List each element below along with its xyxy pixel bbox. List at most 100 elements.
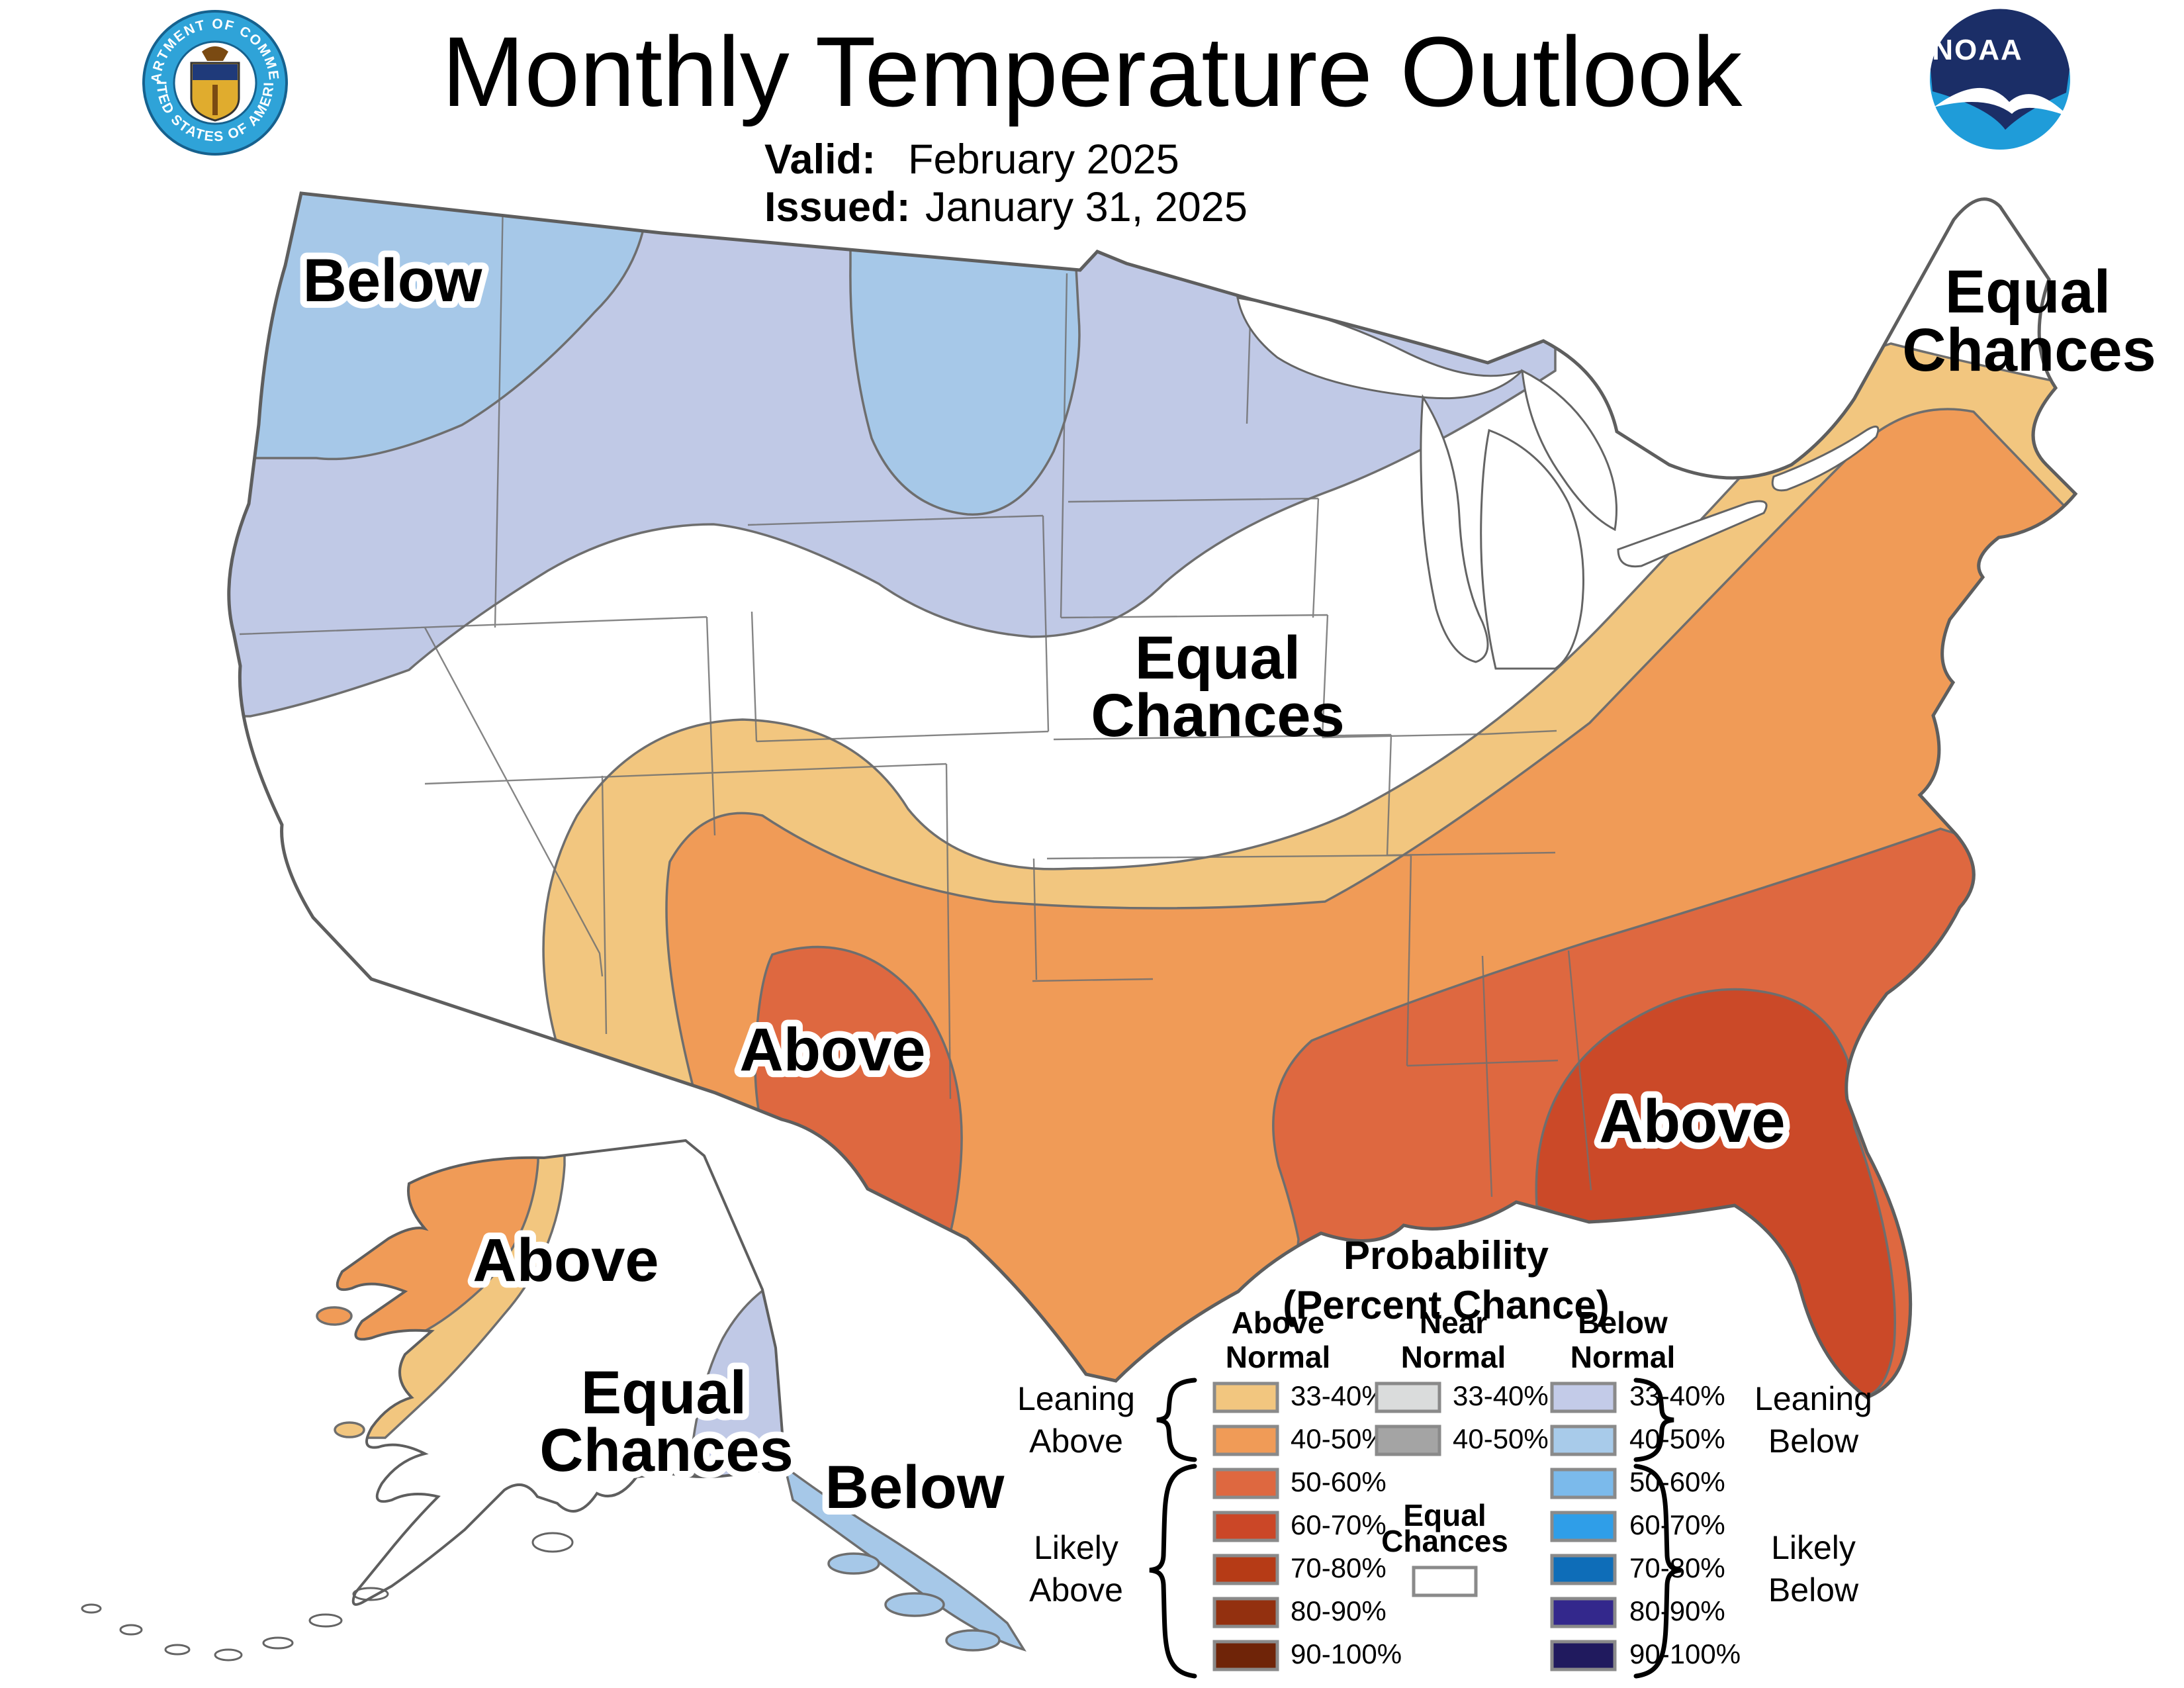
label-central-equal-line1: Equal (1135, 624, 1300, 692)
legend-likely-above-line2: Above (1029, 1571, 1123, 1609)
likely-below-brace (1633, 1464, 1682, 1679)
legend-above-swatch-33-40 (1212, 1382, 1279, 1413)
legend-title-line1: Probability (1343, 1233, 1549, 1278)
legend-equal-chances-swatch (1412, 1566, 1478, 1597)
legend-below-swatch-50-60 (1550, 1468, 1617, 1499)
aleutian-island-4 (214, 1648, 243, 1662)
noaa-seagull-icon (1934, 87, 2069, 117)
label-central-equal-line2: Chances (1091, 682, 1345, 749)
legend-near-swatch-33-40 (1375, 1382, 1441, 1413)
valid-value: February 2025 (908, 136, 1179, 183)
lake-superior (1236, 297, 1524, 400)
commerce-seal-eagle-icon (202, 46, 228, 61)
legend-below-swatch-90-100 (1550, 1640, 1617, 1671)
legend-below-swatch-60-70 (1550, 1511, 1617, 1542)
legend-likely-below-line1: Likely (1771, 1529, 1856, 1566)
commerce-seal-ship-band (193, 64, 238, 80)
legend-leaning-above-line1: Leaning (1017, 1380, 1135, 1417)
label-northeast-equal-line1: Equal (1945, 258, 2111, 326)
legend-above-range-50-60: 50-60% (1291, 1466, 1387, 1497)
lake-michigan (1420, 394, 1489, 663)
legend-above-range-60-70: 60-70% (1291, 1509, 1387, 1540)
legend-below-swatch-33-40 (1550, 1382, 1617, 1413)
alaska-inset (81, 1139, 1026, 1662)
legend-leaning-above-line2: Above (1029, 1423, 1123, 1460)
legend-above-swatch-40-50 (1212, 1425, 1279, 1456)
legend-above-swatch-70-80 (1212, 1554, 1279, 1585)
st-lawrence-island (316, 1306, 353, 1326)
leaning-above-brace (1156, 1378, 1197, 1462)
label-alaska-equal-line2: Chances (539, 1417, 794, 1484)
aleutian-island-5 (164, 1644, 191, 1656)
ak-panhandle-island-2 (884, 1592, 945, 1617)
label-alaska-above: Above (473, 1227, 659, 1294)
legend-above-range-33-40: 33-40% (1291, 1380, 1387, 1411)
legend-below-header-line2: Normal (1570, 1340, 1675, 1374)
legend-leaning-below-line2: Below (1768, 1423, 1859, 1460)
label-northeast-equal-line2: Chances (1902, 316, 2156, 384)
legend-above-range-70-80: 70-80% (1291, 1552, 1387, 1583)
legend-above-swatch-60-70 (1212, 1511, 1279, 1542)
commerce-seal-logo: DEPARTMENT OF COMMERCE UNITED STATES OF … (0, 0, 288, 156)
commerce-seal-lighthouse (212, 85, 218, 115)
aleutian-island-6 (119, 1624, 143, 1636)
ak-panhandle-island-3 (945, 1629, 1001, 1652)
noaa-logo: NOAA (1930, 9, 2070, 150)
leaning-below-brace (1633, 1378, 1674, 1462)
ak-panhandle-island-1 (827, 1552, 880, 1575)
likely-above-brace (1149, 1464, 1197, 1679)
legend-above-header-line2: Normal (1226, 1340, 1330, 1374)
lower-michigan-outline (1480, 428, 1584, 670)
legend-below-swatch-40-50 (1550, 1425, 1617, 1456)
legend-likely-below-line2: Below (1768, 1571, 1859, 1609)
map-labels: Below Equal Chances Equal Chances Above … (296, 240, 2156, 1528)
noaa-logo-text: NOAA (1932, 34, 2023, 66)
aleutian-island-2 (308, 1613, 343, 1628)
lake-huron (1521, 369, 1617, 532)
legend-above-range-80-90: 80-90% (1291, 1595, 1387, 1626)
legend-above-swatch-50-60 (1212, 1468, 1279, 1499)
legend-equal-chances-line2: Chances (1381, 1524, 1508, 1558)
state-borders (239, 198, 1592, 1197)
legend-below-header-line1: Below (1578, 1305, 1668, 1340)
legend: Probability (Percent Chance) Above Norma… (1017, 1233, 1872, 1679)
valid-label: Valid: (764, 136, 876, 183)
legend-near-header-line2: Normal (1401, 1340, 1506, 1374)
region-below-40-50-northwest-lobe (228, 193, 650, 461)
legend-title-line2: (Percent Chance) (1283, 1283, 1609, 1327)
legend-above-range-40-50: 40-50% (1291, 1423, 1387, 1454)
legend-near-range-33-40: 33-40% (1453, 1380, 1549, 1411)
legend-below-range-40-50: 40-50% (1629, 1423, 1725, 1454)
legend-near-header-line1: Near (1420, 1305, 1487, 1340)
legend-above-range-90-100: 90-100% (1291, 1638, 1402, 1669)
legend-below-range-50-60: 50-60% (1629, 1466, 1725, 1497)
legend-above-header-line1: Above (1232, 1305, 1325, 1340)
issued-label: Issued: (764, 184, 911, 230)
legend-below-range-90-100: 90-100% (1629, 1638, 1741, 1669)
header: Monthly Temperature Outlook Valid: Febru… (442, 16, 1743, 230)
legend-equal-chances-line1: Equal (1403, 1498, 1486, 1532)
legend-below-range-33-40: 33-40% (1629, 1380, 1725, 1411)
lake-ontario (1771, 425, 1880, 492)
legend-above-swatch-90-100 (1212, 1640, 1279, 1671)
legend-likely-above-line1: Likely (1034, 1529, 1118, 1566)
page-title: Monthly Temperature Outlook (442, 16, 1743, 127)
legend-near-swatch-40-50 (1375, 1425, 1441, 1456)
aleutian-island-3 (262, 1636, 294, 1650)
label-northwest-below: Below (303, 247, 482, 314)
aleutian-island-1 (352, 1587, 389, 1601)
legend-below-swatch-80-90 (1550, 1597, 1617, 1628)
region-below-40-50-montana-lobe (849, 217, 1081, 516)
legend-leaning-below-line1: Leaning (1754, 1380, 1872, 1417)
aleutian-island-7 (81, 1603, 102, 1614)
issued-value: January 31, 2025 (925, 184, 1248, 230)
label-southeast-above: Above (1599, 1088, 1785, 1155)
legend-near-range-40-50: 40-50% (1453, 1423, 1549, 1454)
label-alaska-equal-line1: Equal (581, 1359, 747, 1427)
label-alaska-below: Below (825, 1454, 1005, 1521)
lake-erie (1617, 500, 1768, 568)
legend-below-swatch-70-80 (1550, 1554, 1617, 1585)
label-texas-above: Above (739, 1016, 925, 1084)
